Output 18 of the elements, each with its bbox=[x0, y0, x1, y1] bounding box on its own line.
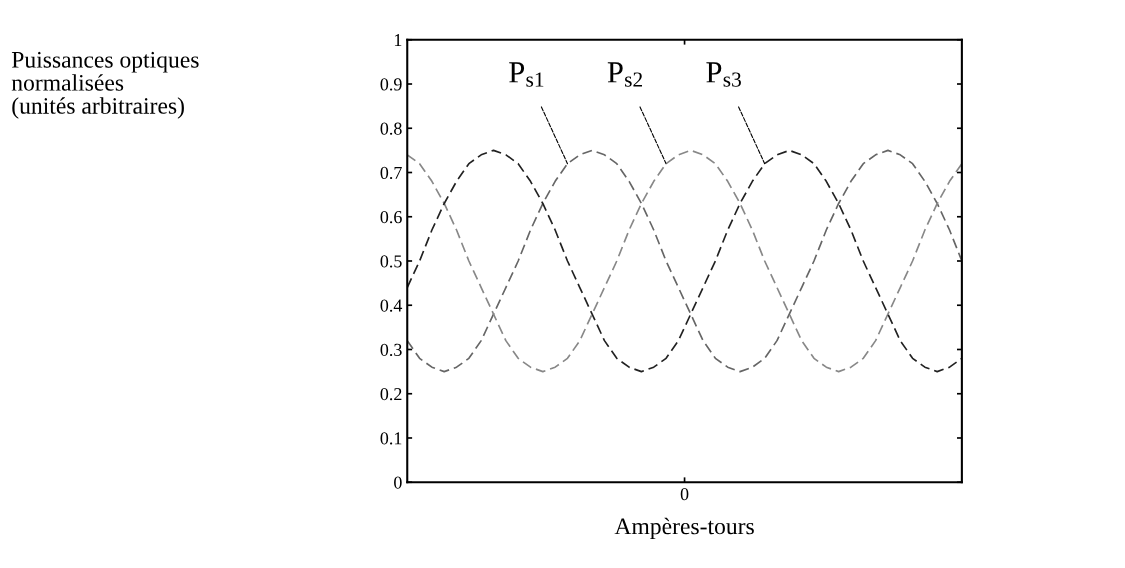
line-series bbox=[407, 149, 962, 373]
text: P$_{s2}$ bbox=[607, 62, 642, 87]
y-tick-label: 0.9 bbox=[380, 78, 402, 91]
text: P$_{s3}$ bbox=[706, 62, 741, 87]
y-tick-label: 0.3 bbox=[380, 343, 402, 357]
y-tick-label: 0.1 bbox=[380, 432, 402, 445]
x-axis-title: Ampères-tours bbox=[614, 517, 754, 540]
text: P$_{s1}$ bbox=[509, 62, 544, 87]
y-tick-label: 0.6 bbox=[380, 211, 402, 224]
y-tick-label: 1 bbox=[394, 34, 402, 47]
y-tick-label: 0.2 bbox=[380, 388, 402, 401]
text: 0 bbox=[680, 488, 689, 501]
y-tick-label: 0.7 bbox=[380, 166, 402, 180]
y-tick-label: 0 bbox=[394, 476, 402, 489]
y-tick-label: 0.5 bbox=[380, 255, 402, 268]
y-tick-label: 0.4 bbox=[380, 299, 403, 312]
y-tick-label: 0.8 bbox=[380, 122, 402, 135]
text: Puissances optiques normalisées (unités arbitraires) bbox=[11, 51, 199, 119]
